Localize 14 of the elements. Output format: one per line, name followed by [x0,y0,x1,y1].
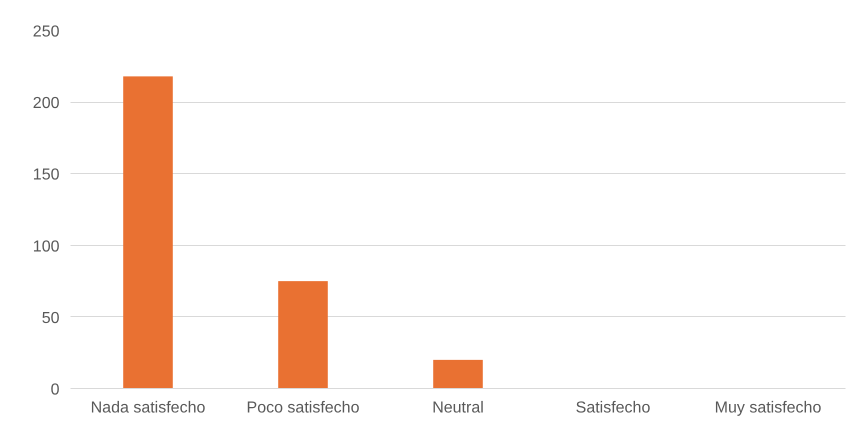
bar [433,360,483,388]
bar [123,76,173,388]
x-tick-label: Neutral [432,400,484,416]
bar [278,281,328,388]
x-tick-label: Satisfecho [576,400,650,416]
y-tick-label: 50 [42,310,60,327]
y-tick-label: 200 [32,95,60,112]
y-tick-label: 100 [32,238,60,256]
x-tick-label: Poco satisfecho [246,400,360,416]
y-tick-label: 0 [50,382,60,398]
x-tick-label: Nada satisfecho [90,400,206,416]
y-tick-label: 250 [32,24,60,40]
y-tick-label: 150 [32,166,60,184]
x-tick-label: Muy satisfecho [714,400,822,416]
